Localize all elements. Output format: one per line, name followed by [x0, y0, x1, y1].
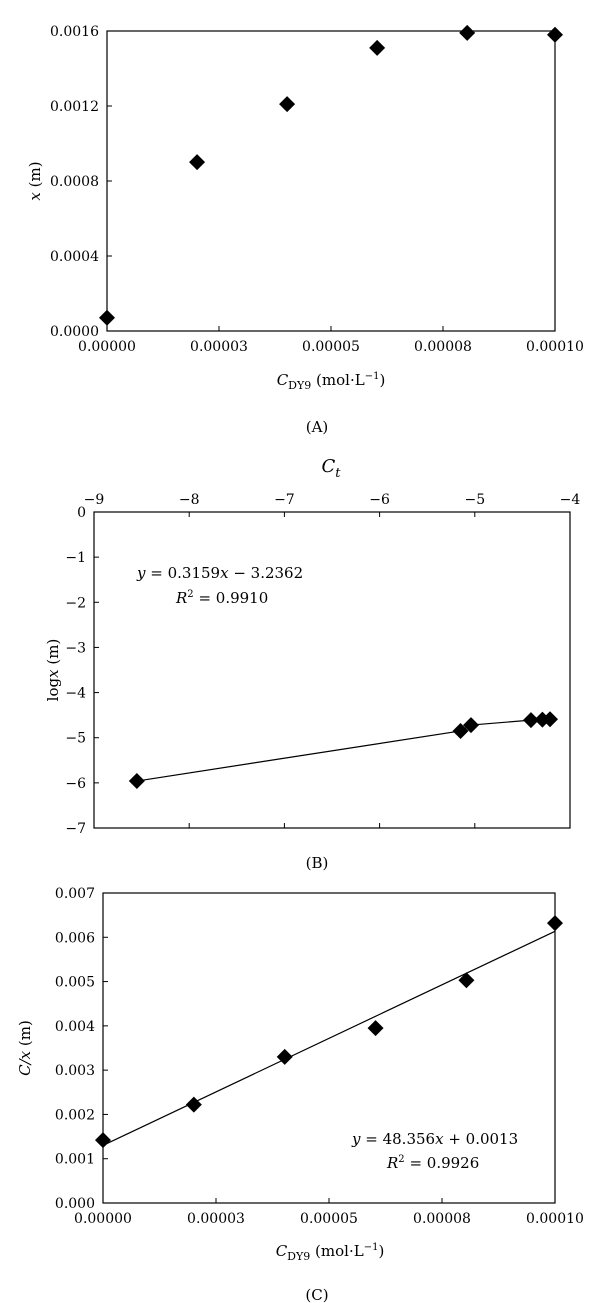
panel-c-y-tick-label: 0.005 [55, 975, 95, 991]
panel-b-y-tick-label: −1 [65, 550, 86, 566]
panel-c-y-axis-label: C/x (m) [16, 1020, 34, 1076]
panel-b-x-axis-label: Ct [321, 456, 341, 481]
panel-a-y-tick-label: 0.0008 [50, 174, 99, 190]
panel-b-r-squared: R2 = 0.9910 [175, 589, 268, 607]
panel-a-data-point [459, 24, 476, 41]
panel-b-data-points [128, 711, 559, 790]
panel-b-x-tick-label: −8 [179, 492, 200, 508]
panel-a-scatter-chart: 0.00000 0.00003 0.00005 0.00008 0.00010 0.00… [26, 24, 584, 436]
panel-b-x-tick-label: −7 [274, 492, 295, 508]
panel-b-y-tick-label: −6 [65, 776, 86, 792]
panel-b-connecting-line [136, 718, 551, 782]
panel-b-data-point [462, 717, 479, 734]
panel-b-data-point [522, 712, 539, 729]
panel-c-y-tick-label: 0.006 [55, 930, 95, 946]
panel-a-x-tick-label: 0.00010 [526, 339, 584, 355]
panel-a-caption: (A) [306, 418, 329, 436]
panel-b-x-ticks: −9 −8 −7 −6 −5 −4 [84, 492, 581, 828]
panel-c-data-point [367, 1020, 384, 1037]
panel-a-data-point [279, 96, 296, 113]
panel-b-x-tick-label: −4 [560, 492, 581, 508]
panel-c-data-points [95, 915, 563, 1149]
panel-b-y-tick-label: −4 [65, 686, 86, 702]
panel-b-series-line [136, 718, 551, 782]
panel-a-y-tick-label: 0.0000 [50, 324, 99, 340]
panel-c-x-tick-label: 0.00010 [526, 1211, 584, 1227]
panel-c-caption: (C) [305, 1286, 328, 1303]
panel-c-fit-equation: y = 48.356x + 0.0013 [351, 1130, 518, 1148]
panel-c-x-axis-label: CDY9 (mol·L−1) [276, 1242, 385, 1263]
panel-a-data-point [369, 39, 386, 56]
panel-b-x-tick-label: −5 [464, 492, 485, 508]
panel-b-y-tick-label: 0 [77, 505, 86, 521]
panel-a-x-tick-label: 0.00005 [302, 339, 360, 355]
panel-a-y-axis-label: x (m) [26, 161, 44, 200]
panel-b-x-tick-label: −6 [369, 492, 390, 508]
panel-b-data-point [128, 773, 145, 790]
panel-a-data-point [189, 154, 206, 171]
panel-c-y-ticks: 0.000 0.001 0.002 0.003 0.004 0.005 0.006 0.007 [55, 886, 108, 1212]
panel-a-x-tick-label: 0.00003 [190, 339, 248, 355]
panel-c-data-point [185, 1096, 202, 1113]
panel-c-y-tick-label: 0.001 [55, 1152, 95, 1168]
panel-a-x-ticks: 0.00000 0.00003 0.00005 0.00008 0.00010 [78, 326, 584, 355]
panel-c-data-point [95, 1132, 111, 1149]
panel-b-fit-equation: y = 0.3159x − 3.2362 [136, 564, 303, 582]
panel-c-data-point [458, 972, 475, 989]
panel-a-data-point [99, 309, 115, 326]
panel-b-scatter-chart: −9 −8 −7 −6 −5 −4 0 −1 −2 −3 −4 −5 −6 −7 Ct logx (m)… [44, 456, 580, 872]
panel-b-caption: (B) [306, 854, 329, 872]
panel-c-x-tick-label: 0.00003 [187, 1211, 245, 1227]
panel-b-x-tick-label: −9 [84, 492, 105, 508]
panel-c-y-tick-label: 0.000 [55, 1196, 95, 1212]
panel-c-x-tick-label: 0.00005 [300, 1211, 358, 1227]
panel-c-y-tick-label: 0.003 [55, 1063, 95, 1079]
panel-c-x-tick-label: 0.00008 [413, 1211, 471, 1227]
panel-b-fit-equation-text: = 0.3159x − 3.2362 [145, 564, 303, 582]
panel-a-data-point [547, 26, 563, 43]
panel-c-x-ticks: 0.00000 0.00003 0.00005 0.00008 0.00010 [74, 1198, 584, 1227]
panel-c-fit-equation-text: = 48.356x + 0.0013 [360, 1130, 518, 1148]
panel-c-r-squared: R2 = 0.9926 [386, 1154, 479, 1172]
panel-c-x-tick-label: 0.00000 [74, 1211, 132, 1227]
panel-a-y-tick-label: 0.0012 [50, 99, 99, 115]
panel-c-data-point [547, 915, 563, 932]
panel-c-plot-frame [102, 892, 556, 1204]
panel-a-x-tick-label: 0.00008 [414, 339, 472, 355]
panel-c-y-tick-label: 0.002 [55, 1107, 95, 1123]
panel-b-plot-frame [93, 511, 571, 829]
panel-a-y-ticks: 0.0000 0.0004 0.0008 0.0012 0.0016 [50, 24, 112, 340]
panel-a-data-points [99, 24, 563, 326]
panel-a-x-tick-label: 0.00000 [78, 339, 136, 355]
panel-b-data-point [452, 722, 469, 739]
panel-b-y-tick-label: −3 [65, 640, 86, 656]
panel-b-y-tick-label: −7 [65, 821, 86, 837]
panel-c-y-tick-label: 0.004 [55, 1019, 95, 1035]
panel-b-y-axis-label: logx (m) [44, 639, 62, 702]
panel-c-data-point [276, 1048, 293, 1065]
panel-c-y-tick-label: 0.007 [55, 886, 95, 902]
panel-c-fit-line [102, 930, 556, 1146]
panel-c-regression-line [102, 930, 556, 1146]
panel-a-y-tick-label: 0.0004 [50, 249, 99, 265]
panel-a-x-axis-label: CDY9 (mol·L−1) [277, 371, 386, 392]
panel-b-data-point [542, 711, 559, 728]
panel-b-y-ticks: 0 −1 −2 −3 −4 −5 −6 −7 [65, 505, 99, 837]
panel-a-plot-frame [106, 30, 556, 332]
panel-a-y-tick-label: 0.0016 [50, 24, 99, 40]
panel-b-y-tick-label: −2 [65, 595, 86, 611]
panel-b-y-tick-label: −5 [65, 731, 86, 747]
panel-c-scatter-chart: 0.00000 0.00003 0.00005 0.00008 0.00010 0.00… [16, 886, 584, 1303]
